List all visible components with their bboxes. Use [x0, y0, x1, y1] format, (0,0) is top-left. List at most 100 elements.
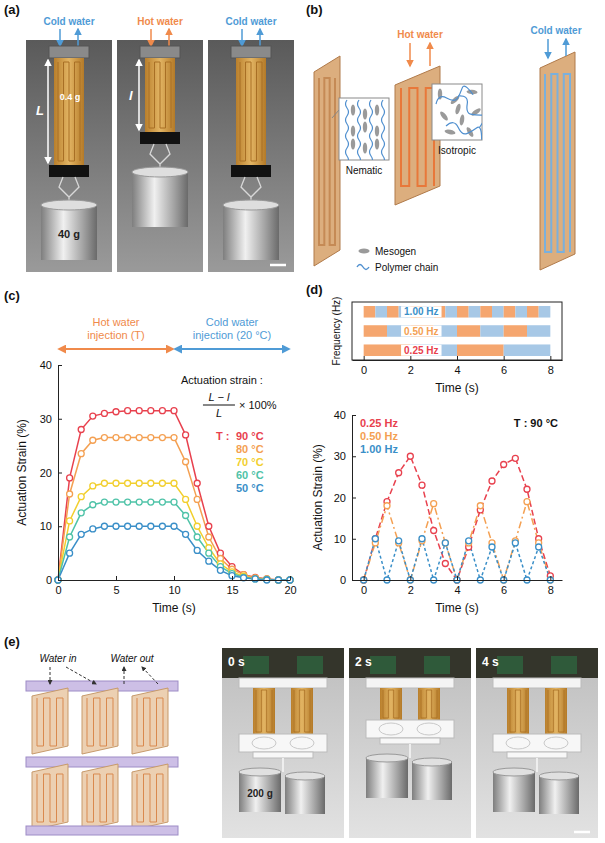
marker: [78, 510, 84, 516]
channel: [240, 62, 262, 161]
photo: [222, 648, 344, 838]
phase-label: Cold waterinjection (20 °C): [193, 316, 271, 341]
marker: [536, 544, 542, 550]
weight: [223, 205, 279, 260]
arrow: [66, 667, 96, 684]
annotation: L − l: [209, 391, 230, 403]
flow-label: Water out: [110, 653, 154, 664]
top-bar: [366, 678, 454, 688]
legend-entry: 0.25 Hz: [360, 417, 398, 429]
weight: [493, 772, 535, 812]
film: [507, 688, 529, 734]
motor-area: [222, 648, 344, 678]
y-axis: 010203040: [334, 409, 356, 586]
film: [418, 688, 440, 720]
marker: [136, 499, 142, 505]
photo: [476, 648, 598, 838]
y-tick: 10: [40, 520, 62, 532]
marker: [183, 432, 189, 438]
mass-label: 0.4 g: [60, 92, 81, 102]
y-tick: 40: [334, 409, 356, 421]
mesogen: [375, 139, 379, 150]
motor: [551, 656, 577, 674]
y-tick-label: 40: [40, 359, 52, 371]
marker: [477, 503, 483, 509]
y-tick-mark: [58, 580, 62, 581]
x-tick: 2: [408, 576, 414, 596]
y-tick: 20: [40, 467, 62, 479]
mesogen: [454, 103, 461, 115]
chart: 02468Time (s)Frequency (Hz)1.00 Hz0.50 H…: [331, 297, 563, 395]
legend-entry: 70 °C: [236, 456, 264, 468]
x-tick-mark: [364, 356, 365, 360]
tube: [544, 737, 568, 749]
segment: [504, 325, 527, 337]
series-line: [364, 539, 551, 580]
marker: [512, 455, 518, 461]
marker: [206, 558, 212, 564]
length-label: l: [129, 88, 133, 103]
x-tick-label: 2: [408, 364, 414, 376]
y-tick-label: 20: [40, 467, 52, 479]
marker: [489, 478, 495, 484]
marker: [125, 499, 131, 505]
y-tick: 30: [334, 450, 356, 462]
arrow: [47, 60, 49, 163]
x-tick-label: 15: [226, 584, 238, 596]
chart: 05101520Time (s)Actuation Strain (%)0102…: [15, 316, 297, 615]
key-polymer-chain: [357, 265, 369, 270]
marker: [384, 503, 390, 509]
panel-a: Cold waterL0.4 g40 gHot waterlCold water: [26, 16, 294, 272]
x-tick-label: 0: [361, 364, 367, 376]
x-axis-line: [353, 580, 563, 581]
weight: [285, 776, 325, 814]
motor: [243, 656, 269, 674]
marker: [171, 480, 177, 486]
motor: [297, 656, 323, 674]
marker: [148, 435, 154, 441]
weight-top: [539, 772, 579, 780]
arrow: [259, 29, 261, 46]
channel: [149, 62, 171, 128]
arrow: [124, 667, 125, 684]
time-label: 0 s: [228, 655, 245, 669]
segment: [469, 306, 481, 318]
x-tick: 20: [284, 576, 296, 596]
marker: [113, 523, 119, 529]
channel: [137, 698, 163, 746]
y-tick: 10: [334, 533, 356, 545]
channel: [137, 774, 163, 822]
mesogen: [351, 126, 355, 137]
plot-area: [361, 453, 554, 583]
legend: 0.25 Hz0.50 Hz1.00 Hz: [360, 417, 398, 455]
motor: [424, 656, 450, 674]
weight-top: [132, 167, 188, 177]
mesogen: [444, 129, 456, 136]
marker: [67, 518, 73, 524]
segment: [457, 306, 469, 318]
photo: [117, 29, 203, 272]
series-label: 1.00 Hz: [404, 306, 438, 317]
x-axis-line: [353, 360, 563, 361]
marker: [113, 480, 119, 486]
x-tick: 6: [501, 576, 507, 596]
mesogen: [375, 126, 379, 137]
series-line: [58, 502, 290, 580]
motor: [370, 656, 396, 674]
load-label: 200 g: [247, 788, 273, 799]
y-tick-mark: [352, 456, 356, 457]
x-axis-line: [59, 580, 291, 581]
mesogen: [363, 143, 367, 154]
marker: [101, 523, 107, 529]
arrow: [429, 43, 431, 66]
photo-background: [208, 40, 294, 272]
marker: [90, 437, 96, 443]
weight-top: [41, 200, 97, 210]
y-tick-mark: [58, 526, 62, 527]
segment: [492, 306, 504, 318]
phase-arrow: [59, 348, 173, 350]
inset-content: [346, 100, 385, 160]
series-label: 0.50 Hz: [404, 326, 438, 337]
marker: [125, 480, 131, 486]
y-tick: 40: [40, 359, 62, 371]
